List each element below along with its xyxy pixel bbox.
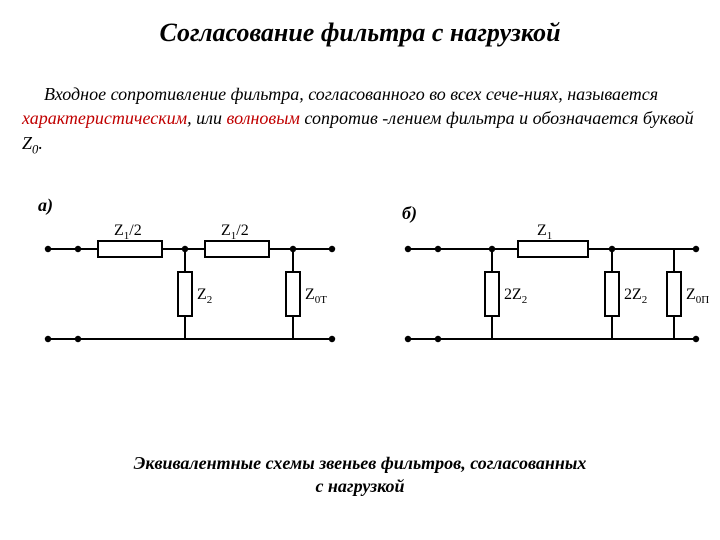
para-text-1: Входное сопротивление фильтра, согласова… <box>44 84 658 104</box>
circuit-a-tag: а) <box>38 195 53 216</box>
svg-text:2Z2: 2Z2 <box>504 286 527 306</box>
para-emph-1: характеристическим <box>22 108 187 128</box>
para-emph-2: волновым <box>227 108 300 128</box>
svg-text:Z0Т: Z0Т <box>305 286 327 306</box>
svg-text:Z2: Z2 <box>197 286 212 306</box>
svg-text:Z1/2: Z1/2 <box>114 222 142 242</box>
figure-caption: Эквивалентные схемы звеньев фильтров, со… <box>0 452 720 499</box>
svg-text:Z1/2: Z1/2 <box>221 222 249 242</box>
caption-line-1: Эквивалентные схемы звеньев фильтров, со… <box>134 453 587 473</box>
svg-text:Z0П: Z0П <box>686 286 709 306</box>
page: Согласование фильтра с нагрузкой Входное… <box>0 0 720 540</box>
svg-text:2Z2: 2Z2 <box>624 286 647 306</box>
para-text-2: , или <box>187 108 226 128</box>
circuit-a: Z1/2 Z1/2 Z2 Z0Т <box>30 219 350 369</box>
caption-line-2: с нагрузкой <box>315 476 404 496</box>
diagrams-row: а) б) Z1/2Z1/2Z2Z0Т Z12Z22Z2Z0П <box>0 195 720 395</box>
svg-text:Z1: Z1 <box>537 222 552 242</box>
circuit-b: Z1 2Z2 2Z2 Z0П <box>392 219 717 369</box>
intro-paragraph: Входное сопротивление фильтра, согласова… <box>22 82 702 158</box>
page-title: Согласование фильтра с нагрузкой <box>0 18 720 48</box>
para-text-4: . <box>38 133 43 153</box>
